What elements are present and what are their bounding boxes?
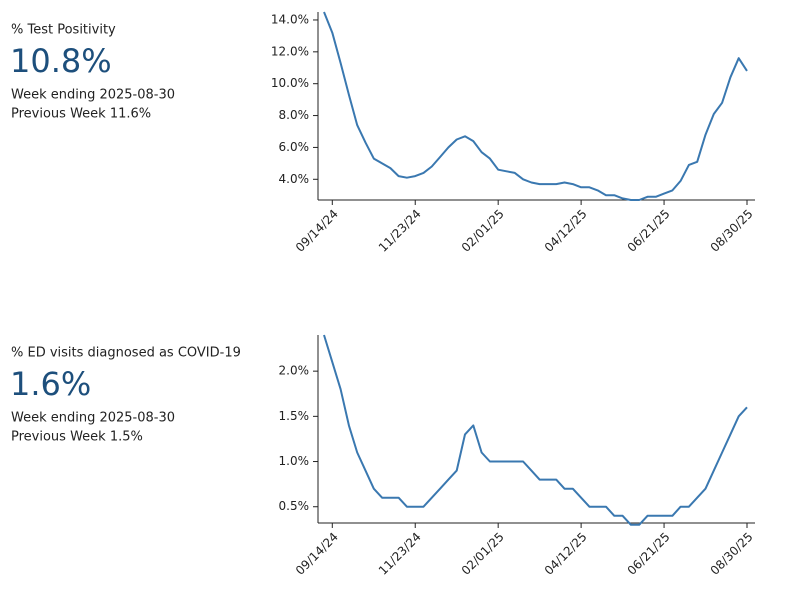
- y-tick-label: 8.0%: [279, 108, 310, 122]
- headline-value: 10.8%: [10, 42, 112, 80]
- y-tick-label: 6.0%: [279, 140, 310, 154]
- x-tick-label: 04/12/25: [542, 530, 590, 578]
- x-tick-label: 02/01/25: [459, 207, 507, 255]
- period-text: Week ending 2025-08-30: [11, 411, 175, 426]
- x-tick-label: 11/23/24: [376, 530, 424, 578]
- y-tick-label: 2.0%: [279, 364, 310, 378]
- y-tick-label: 14.0%: [271, 12, 309, 26]
- headline-value: 1.6%: [10, 365, 91, 403]
- y-tick-label: 1.5%: [279, 409, 310, 423]
- x-tick-label: 08/30/25: [708, 530, 756, 578]
- x-tick-label: 06/21/25: [625, 530, 673, 578]
- y-tick-label: 0.5%: [279, 499, 310, 513]
- previous-text: Previous Week 11.6%: [11, 107, 151, 122]
- data-line: [323, 11, 748, 201]
- y-tick-label: 10.0%: [271, 76, 309, 90]
- y-tick-label: 1.0%: [279, 454, 310, 468]
- x-tick-label: 02/01/25: [459, 530, 507, 578]
- x-tick-label: 09/14/24: [293, 530, 341, 578]
- x-tick-label: 08/30/25: [708, 207, 756, 255]
- x-tick-label: 09/14/24: [293, 207, 341, 255]
- x-tick-label: 06/21/25: [625, 207, 673, 255]
- period-text: Week ending 2025-08-30: [11, 88, 175, 103]
- chart-title: % Test Positivity: [11, 23, 116, 38]
- y-tick-label: 12.0%: [271, 44, 309, 58]
- x-tick-label: 04/12/25: [542, 207, 590, 255]
- previous-text: Previous Week 1.5%: [11, 430, 143, 445]
- x-tick-label: 11/23/24: [376, 207, 424, 255]
- data-line: [323, 334, 748, 526]
- chart-title: % ED visits diagnosed as COVID-19: [11, 346, 241, 361]
- y-tick-label: 4.0%: [279, 172, 310, 186]
